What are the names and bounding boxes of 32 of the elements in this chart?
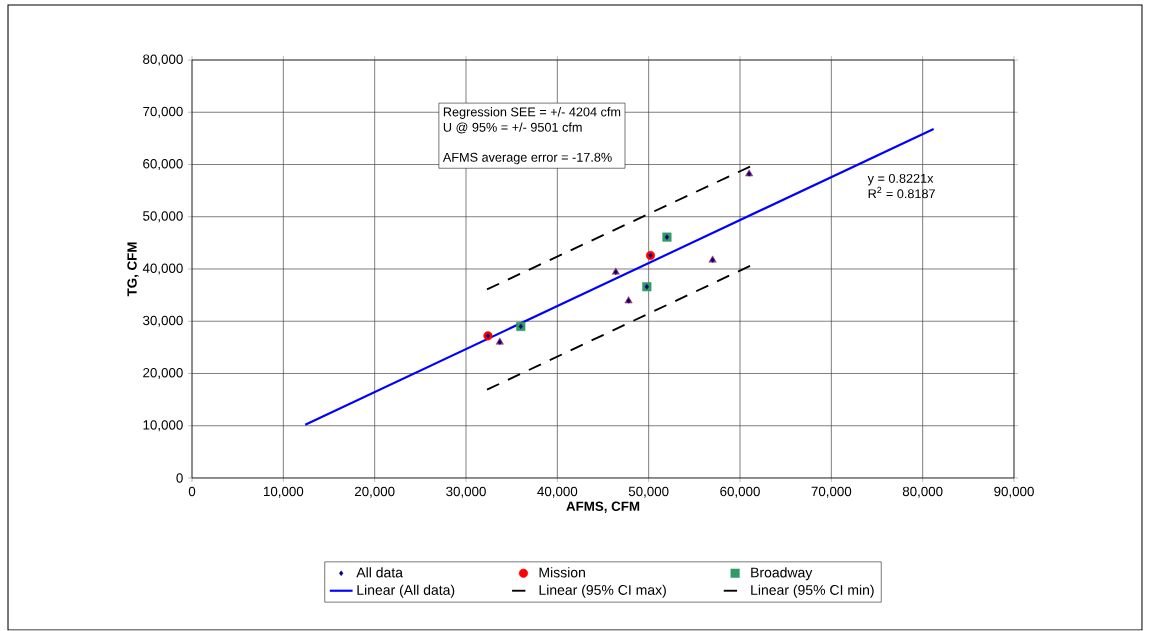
x-axis-title: AFMS, CFM — [566, 501, 640, 514]
x-tick-label: 10,000 — [263, 486, 304, 498]
y-tick-label: 60,000 — [143, 159, 183, 171]
annotation: y = 0.8221x — [867, 174, 934, 186]
annotation: R$^{2}$ = 0.8187 — [868, 187, 935, 199]
y-tick-label: 10,000 — [143, 420, 183, 432]
y-tick-label: 30,000 — [143, 315, 183, 327]
y-tick-label: 70,000 — [143, 106, 183, 118]
x-tick-label: 30,000 — [446, 486, 486, 498]
x-tick-label: 50,000 — [628, 486, 669, 498]
annotation: U @ 95% = +/- 9501 cfm — [443, 122, 582, 134]
x-tick-label: 60,000 — [720, 486, 760, 498]
y-axis-title: TG, CFM — [127, 242, 139, 297]
legend-label: Linear (95% CI max) — [539, 584, 666, 598]
y-tick-label: 80,000 — [143, 54, 183, 66]
y-tick-label: 40,000 — [142, 263, 183, 275]
y-tick-label: 50,000 — [143, 211, 183, 223]
x-tick-label: 0 — [188, 486, 196, 497]
x-tick-label: 80,000 — [902, 486, 943, 498]
annotation: Regression SEE = +/- 4204 cfm — [443, 107, 621, 120]
legend-label: Linear (95% CI min) — [751, 584, 874, 598]
x-tick-label: 70,000 — [811, 486, 852, 498]
x-tick-label: 40,000 — [537, 486, 578, 498]
annotation: AFMS average error = -17.8% — [442, 153, 612, 165]
x-tick-label: 20,000 — [354, 486, 395, 498]
legend-label: Mission — [539, 567, 585, 578]
y-tick-label: 20,000 — [143, 368, 183, 380]
x-tick-label: 90,000 — [994, 486, 1034, 498]
legend-label: Broadway — [751, 567, 813, 581]
y-tick-label: 0 — [176, 473, 183, 483]
legend-label: Linear (All data) — [357, 584, 455, 598]
legend-label: All data — [356, 567, 403, 578]
